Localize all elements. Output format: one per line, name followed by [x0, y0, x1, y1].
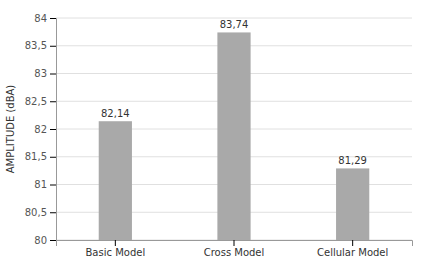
bars — [99, 32, 370, 240]
data-labels: 82,14 83,74 81,29 — [101, 19, 367, 166]
plot-area: Basic ModelCross ModelCellular Model8080… — [25, 13, 413, 258]
y-tick: 81,5 — [25, 151, 56, 162]
chart-container: Basic ModelCross ModelCellular Model8080… — [0, 0, 424, 270]
data-label: 83,74 — [220, 19, 249, 30]
y-tick-mark — [50, 240, 56, 241]
y-tick-mark — [50, 185, 56, 186]
bar — [99, 121, 132, 240]
data-label: 82,14 — [101, 108, 130, 119]
y-tick-mark — [50, 18, 56, 19]
y-tick: 82 — [34, 124, 56, 135]
y-tick-label: 81,5 — [25, 151, 47, 162]
data-label: 81,29 — [338, 155, 367, 166]
chart-svg: Basic ModelCross ModelCellular Model8080… — [0, 0, 424, 270]
y-tick-mark — [50, 101, 56, 102]
x-tick: Cross Model — [204, 240, 265, 258]
y-tick: 84 — [34, 13, 56, 24]
grid-line — [56, 18, 412, 19]
x-tick-mark — [115, 240, 116, 246]
y-tick: 82,5 — [25, 96, 56, 107]
y-tick-label: 80,5 — [25, 207, 47, 218]
y-tick: 81 — [34, 179, 56, 190]
y-tick-label: 81 — [34, 179, 47, 190]
y-tick-label: 83,5 — [25, 40, 47, 51]
y-tick-mark — [50, 212, 56, 213]
x-tick: Cellular Model — [317, 240, 388, 258]
bar — [336, 168, 369, 240]
x-tick-label: Cross Model — [204, 247, 265, 258]
y-tick: 83 — [34, 68, 56, 79]
y-tick-label: 80 — [34, 235, 47, 246]
x-axis: Basic Model Cross Model Cellular Model — [57, 240, 413, 258]
y-tick-mark — [50, 74, 56, 75]
y-axis-line — [50, 19, 57, 241]
y-tick: 80,5 — [25, 207, 56, 218]
x-tick-mark — [234, 240, 235, 246]
y-tick: 80 — [34, 235, 56, 246]
grid — [56, 18, 412, 240]
y-tick-label: 82 — [34, 124, 47, 135]
y-tick-mark — [50, 129, 56, 130]
x-tick-label: Basic Model — [85, 247, 145, 258]
x-tick-mark — [352, 240, 353, 246]
y-tick: 83,5 — [25, 40, 56, 51]
x-axis-line — [57, 241, 413, 247]
y-tick-mark — [50, 46, 56, 47]
y-tick-label: 82,5 — [25, 96, 47, 107]
x-tick-label: Cellular Model — [317, 247, 388, 258]
y-tick-mark — [50, 157, 56, 158]
y-tick-label: 84 — [34, 13, 47, 24]
y-tick-label: 83 — [34, 68, 47, 79]
y-axis: 80 80,5 81 81,5 82 82,5 83 83,5 84 — [25, 13, 57, 246]
x-tick: Basic Model — [85, 240, 145, 258]
y-axis-title: AMPLITUDE (dBA) — [5, 85, 16, 174]
bar — [217, 32, 250, 240]
